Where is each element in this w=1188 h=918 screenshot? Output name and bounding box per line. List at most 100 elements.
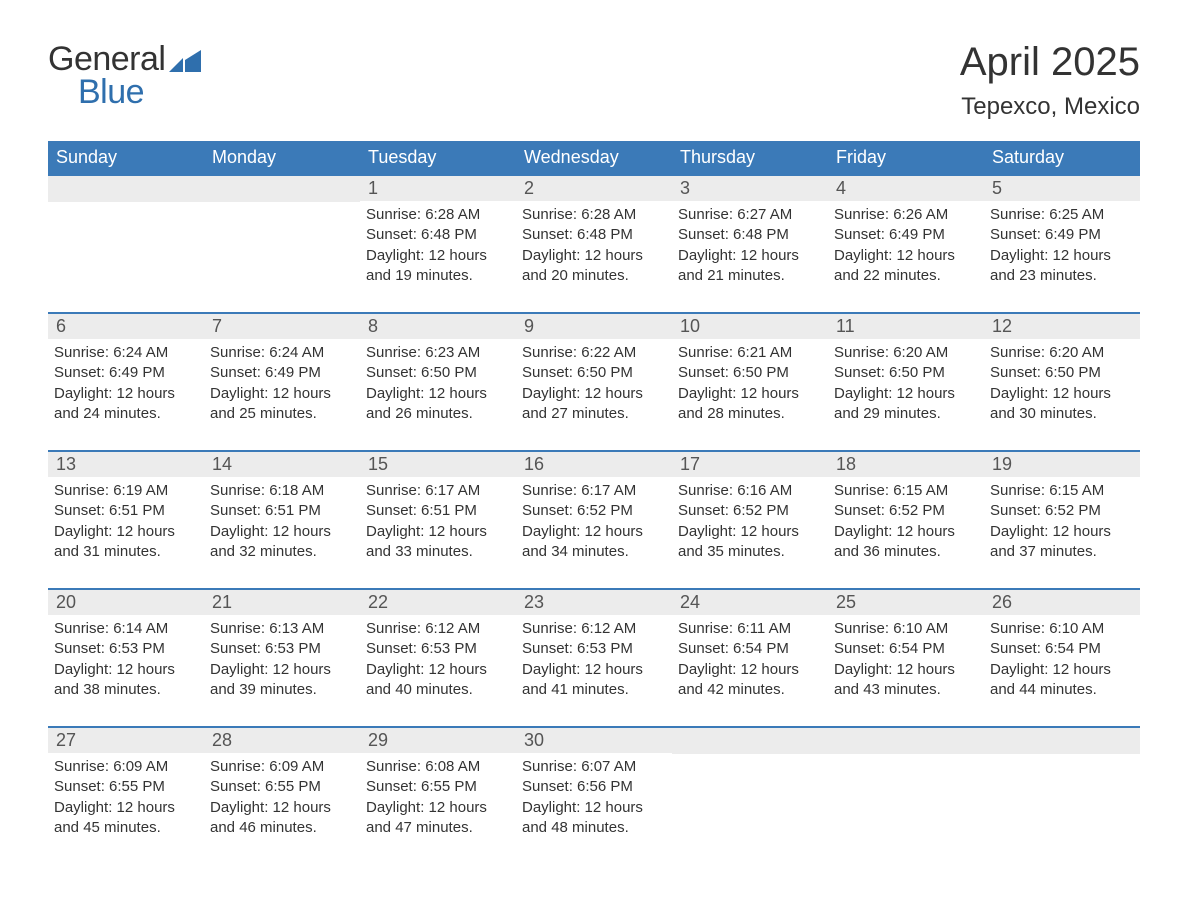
day-body: Sunrise: 6:21 AMSunset: 6:50 PMDaylight:… bbox=[672, 339, 828, 430]
day-cell: 3Sunrise: 6:27 AMSunset: 6:48 PMDaylight… bbox=[672, 176, 828, 296]
sunset-text: Sunset: 6:48 PM bbox=[366, 225, 510, 245]
location-label: Tepexco, Mexico bbox=[960, 93, 1140, 121]
sunset-text: Sunset: 6:48 PM bbox=[678, 225, 822, 245]
daylight-text: Daylight: 12 hours and 29 minutes. bbox=[834, 384, 978, 425]
daylight-text: Daylight: 12 hours and 44 minutes. bbox=[990, 660, 1134, 701]
day-cell: 21Sunrise: 6:13 AMSunset: 6:53 PMDayligh… bbox=[204, 590, 360, 710]
sunset-text: Sunset: 6:55 PM bbox=[210, 777, 354, 797]
daylight-text: Daylight: 12 hours and 31 minutes. bbox=[54, 522, 198, 563]
day-cell: 1Sunrise: 6:28 AMSunset: 6:48 PMDaylight… bbox=[360, 176, 516, 296]
sunrise-text: Sunrise: 6:25 AM bbox=[990, 205, 1134, 225]
daylight-text: Daylight: 12 hours and 26 minutes. bbox=[366, 384, 510, 425]
logo-flag-icon bbox=[169, 50, 201, 72]
sunrise-text: Sunrise: 6:07 AM bbox=[522, 757, 666, 777]
day-body: Sunrise: 6:20 AMSunset: 6:50 PMDaylight:… bbox=[828, 339, 984, 430]
sunrise-text: Sunrise: 6:13 AM bbox=[210, 619, 354, 639]
daylight-text: Daylight: 12 hours and 22 minutes. bbox=[834, 246, 978, 287]
day-cell: 19Sunrise: 6:15 AMSunset: 6:52 PMDayligh… bbox=[984, 452, 1140, 572]
sunset-text: Sunset: 6:48 PM bbox=[522, 225, 666, 245]
sunrise-text: Sunrise: 6:20 AM bbox=[834, 343, 978, 363]
day-number: 1 bbox=[360, 176, 516, 201]
daylight-text: Daylight: 12 hours and 30 minutes. bbox=[990, 384, 1134, 425]
sunrise-text: Sunrise: 6:15 AM bbox=[834, 481, 978, 501]
day-number: 6 bbox=[48, 314, 204, 339]
daylight-text: Daylight: 12 hours and 19 minutes. bbox=[366, 246, 510, 287]
sunset-text: Sunset: 6:52 PM bbox=[522, 501, 666, 521]
day-body: Sunrise: 6:17 AMSunset: 6:51 PMDaylight:… bbox=[360, 477, 516, 568]
sunset-text: Sunset: 6:50 PM bbox=[990, 363, 1134, 383]
day-number: 2 bbox=[516, 176, 672, 201]
sunset-text: Sunset: 6:55 PM bbox=[54, 777, 198, 797]
week-row: 27Sunrise: 6:09 AMSunset: 6:55 PMDayligh… bbox=[48, 726, 1140, 848]
sunset-text: Sunset: 6:50 PM bbox=[366, 363, 510, 383]
day-number: 15 bbox=[360, 452, 516, 477]
sunrise-text: Sunrise: 6:10 AM bbox=[834, 619, 978, 639]
day-cell: 15Sunrise: 6:17 AMSunset: 6:51 PMDayligh… bbox=[360, 452, 516, 572]
day-body: Sunrise: 6:24 AMSunset: 6:49 PMDaylight:… bbox=[204, 339, 360, 430]
dow-saturday: Saturday bbox=[984, 141, 1140, 174]
day-body: Sunrise: 6:27 AMSunset: 6:48 PMDaylight:… bbox=[672, 201, 828, 292]
day-body: Sunrise: 6:23 AMSunset: 6:50 PMDaylight:… bbox=[360, 339, 516, 430]
day-number: 5 bbox=[984, 176, 1140, 201]
day-number: 17 bbox=[672, 452, 828, 477]
daylight-text: Daylight: 12 hours and 28 minutes. bbox=[678, 384, 822, 425]
day-number: 25 bbox=[828, 590, 984, 615]
sunrise-text: Sunrise: 6:10 AM bbox=[990, 619, 1134, 639]
daylight-text: Daylight: 12 hours and 41 minutes. bbox=[522, 660, 666, 701]
weeks-container: 1Sunrise: 6:28 AMSunset: 6:48 PMDaylight… bbox=[48, 174, 1140, 848]
day-number: 20 bbox=[48, 590, 204, 615]
sunset-text: Sunset: 6:50 PM bbox=[678, 363, 822, 383]
sunset-text: Sunset: 6:55 PM bbox=[366, 777, 510, 797]
day-body: Sunrise: 6:20 AMSunset: 6:50 PMDaylight:… bbox=[984, 339, 1140, 430]
day-number: 27 bbox=[48, 728, 204, 753]
day-cell: 4Sunrise: 6:26 AMSunset: 6:49 PMDaylight… bbox=[828, 176, 984, 296]
day-cell: 5Sunrise: 6:25 AMSunset: 6:49 PMDaylight… bbox=[984, 176, 1140, 296]
sunset-text: Sunset: 6:49 PM bbox=[54, 363, 198, 383]
day-body: Sunrise: 6:25 AMSunset: 6:49 PMDaylight:… bbox=[984, 201, 1140, 292]
daylight-text: Daylight: 12 hours and 42 minutes. bbox=[678, 660, 822, 701]
day-cell bbox=[48, 176, 204, 296]
day-body: Sunrise: 6:15 AMSunset: 6:52 PMDaylight:… bbox=[984, 477, 1140, 568]
sunset-text: Sunset: 6:49 PM bbox=[990, 225, 1134, 245]
daylight-text: Daylight: 12 hours and 33 minutes. bbox=[366, 522, 510, 563]
day-number: 26 bbox=[984, 590, 1140, 615]
day-number: 19 bbox=[984, 452, 1140, 477]
week-row: 1Sunrise: 6:28 AMSunset: 6:48 PMDaylight… bbox=[48, 174, 1140, 296]
sunrise-text: Sunrise: 6:17 AM bbox=[366, 481, 510, 501]
month-title: April 2025 bbox=[960, 40, 1140, 85]
sunrise-text: Sunrise: 6:21 AM bbox=[678, 343, 822, 363]
logo-blue-text: Blue bbox=[78, 73, 144, 112]
daylight-text: Daylight: 12 hours and 38 minutes. bbox=[54, 660, 198, 701]
day-body: Sunrise: 6:14 AMSunset: 6:53 PMDaylight:… bbox=[48, 615, 204, 706]
day-number: 8 bbox=[360, 314, 516, 339]
day-cell: 12Sunrise: 6:20 AMSunset: 6:50 PMDayligh… bbox=[984, 314, 1140, 434]
day-body: Sunrise: 6:26 AMSunset: 6:49 PMDaylight:… bbox=[828, 201, 984, 292]
day-body: Sunrise: 6:19 AMSunset: 6:51 PMDaylight:… bbox=[48, 477, 204, 568]
sunset-text: Sunset: 6:49 PM bbox=[834, 225, 978, 245]
sunset-text: Sunset: 6:53 PM bbox=[522, 639, 666, 659]
dow-sunday: Sunday bbox=[48, 141, 204, 174]
sunrise-text: Sunrise: 6:17 AM bbox=[522, 481, 666, 501]
sunrise-text: Sunrise: 6:28 AM bbox=[366, 205, 510, 225]
day-cell: 10Sunrise: 6:21 AMSunset: 6:50 PMDayligh… bbox=[672, 314, 828, 434]
day-number: 9 bbox=[516, 314, 672, 339]
day-body: Sunrise: 6:09 AMSunset: 6:55 PMDaylight:… bbox=[204, 753, 360, 844]
sunrise-text: Sunrise: 6:12 AM bbox=[522, 619, 666, 639]
day-number: 24 bbox=[672, 590, 828, 615]
day-body: Sunrise: 6:10 AMSunset: 6:54 PMDaylight:… bbox=[828, 615, 984, 706]
day-number: 14 bbox=[204, 452, 360, 477]
brand-logo: General Blue bbox=[48, 40, 201, 112]
sunset-text: Sunset: 6:50 PM bbox=[522, 363, 666, 383]
sunset-text: Sunset: 6:54 PM bbox=[990, 639, 1134, 659]
day-cell: 23Sunrise: 6:12 AMSunset: 6:53 PMDayligh… bbox=[516, 590, 672, 710]
sunrise-text: Sunrise: 6:20 AM bbox=[990, 343, 1134, 363]
sunset-text: Sunset: 6:52 PM bbox=[678, 501, 822, 521]
day-cell: 16Sunrise: 6:17 AMSunset: 6:52 PMDayligh… bbox=[516, 452, 672, 572]
sunrise-text: Sunrise: 6:12 AM bbox=[366, 619, 510, 639]
week-row: 13Sunrise: 6:19 AMSunset: 6:51 PMDayligh… bbox=[48, 450, 1140, 572]
daylight-text: Daylight: 12 hours and 20 minutes. bbox=[522, 246, 666, 287]
day-cell: 8Sunrise: 6:23 AMSunset: 6:50 PMDaylight… bbox=[360, 314, 516, 434]
sunset-text: Sunset: 6:53 PM bbox=[366, 639, 510, 659]
day-cell: 30Sunrise: 6:07 AMSunset: 6:56 PMDayligh… bbox=[516, 728, 672, 848]
day-body: Sunrise: 6:28 AMSunset: 6:48 PMDaylight:… bbox=[360, 201, 516, 292]
